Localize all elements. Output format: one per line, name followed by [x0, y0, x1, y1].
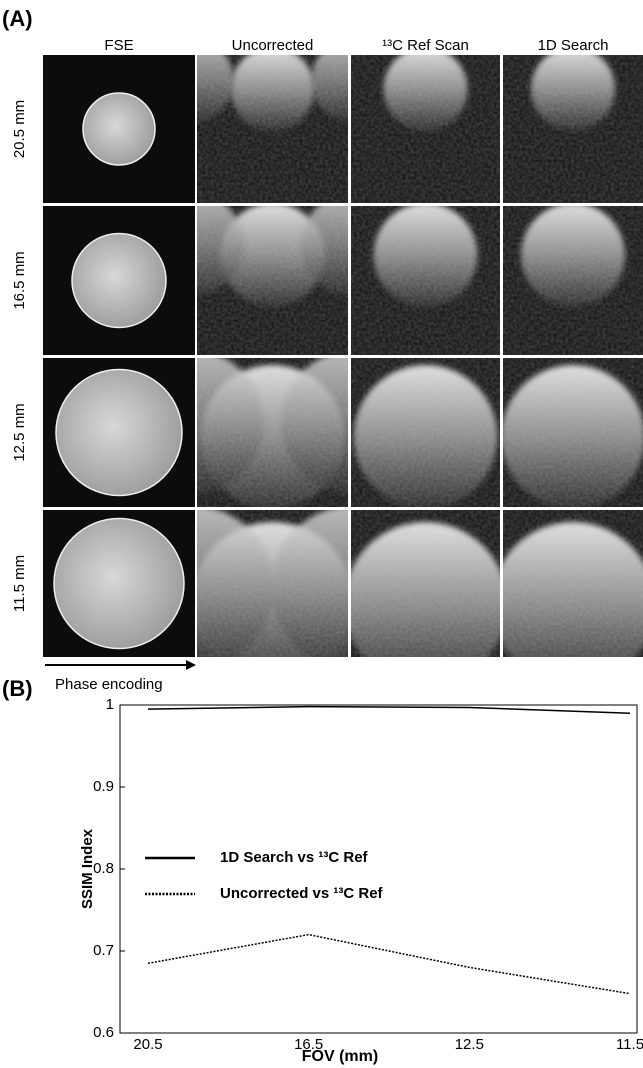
axis-label: Phase encoding	[55, 676, 163, 693]
noise	[197, 358, 348, 507]
column-header: ¹³C Ref Scan	[382, 37, 469, 54]
image-grid: FSE Uncorrected ¹³C Ref Scan 1D Search 20.5 …	[11, 37, 643, 686]
image-cell	[351, 47, 500, 203]
image-cell	[43, 358, 195, 507]
noise	[503, 55, 643, 203]
noise	[197, 510, 348, 657]
column-header: 1D Search	[538, 37, 609, 54]
x-tick-label: 20.5	[133, 1036, 162, 1053]
noise	[503, 358, 643, 507]
y-tick-label: 0.6	[93, 1024, 114, 1041]
column-header: Uncorrected	[232, 37, 314, 54]
row-label: 11.5 mm	[11, 555, 28, 612]
image-cell	[351, 358, 500, 509]
panel-label: (B)	[2, 676, 33, 701]
data-line	[148, 707, 630, 714]
noise	[197, 55, 348, 203]
column-header: FSE	[104, 37, 133, 54]
image-cell	[503, 47, 643, 203]
noise	[197, 206, 348, 355]
row-label: 16.5 mm	[11, 251, 28, 309]
arrow-head	[186, 660, 196, 670]
chart: 0.6 0.7 0.8 0.9 1 20.5 16.5 12.5 11.5 1D Search v…	[93, 696, 643, 1053]
row-label: 20.5 mm	[11, 100, 28, 158]
phantom	[54, 519, 184, 649]
y-tick-label: 0.8	[93, 860, 114, 877]
row-label: 12.5 mm	[11, 403, 28, 461]
data-line	[148, 935, 630, 994]
image-cell	[501, 358, 643, 509]
plot-frame	[120, 705, 637, 1033]
image-cell	[491, 510, 643, 686]
figure: (A) (B) FSE Uncorrected ¹³C Ref Scan 1D Sea…	[0, 0, 643, 1068]
noise	[351, 358, 500, 507]
image-cell	[503, 203, 643, 355]
noise	[351, 55, 500, 203]
legend-label: 1D Search vs ¹³C Ref	[220, 849, 369, 866]
noise	[503, 510, 643, 657]
phantom	[83, 93, 155, 165]
y-tick-label: 0.9	[93, 778, 114, 795]
phantom	[72, 234, 166, 328]
image-cell	[43, 510, 195, 657]
image-cell	[43, 55, 195, 203]
x-tick-label: 12.5	[455, 1036, 484, 1053]
phantom	[56, 370, 182, 496]
panel-label: (A)	[2, 6, 33, 31]
noise	[503, 206, 643, 355]
noise	[351, 206, 500, 355]
y-tick-label: 0.7	[93, 942, 114, 959]
legend-label: Uncorrected vs ¹³C Ref	[220, 885, 384, 902]
x-tick-label: 11.5	[616, 1036, 643, 1053]
x-tick-label: 16.5	[294, 1036, 323, 1053]
image-cell	[351, 203, 500, 355]
y-tick-label: 1	[106, 696, 114, 713]
image-cell	[43, 206, 195, 355]
image-cell	[344, 510, 508, 686]
noise	[351, 510, 500, 657]
